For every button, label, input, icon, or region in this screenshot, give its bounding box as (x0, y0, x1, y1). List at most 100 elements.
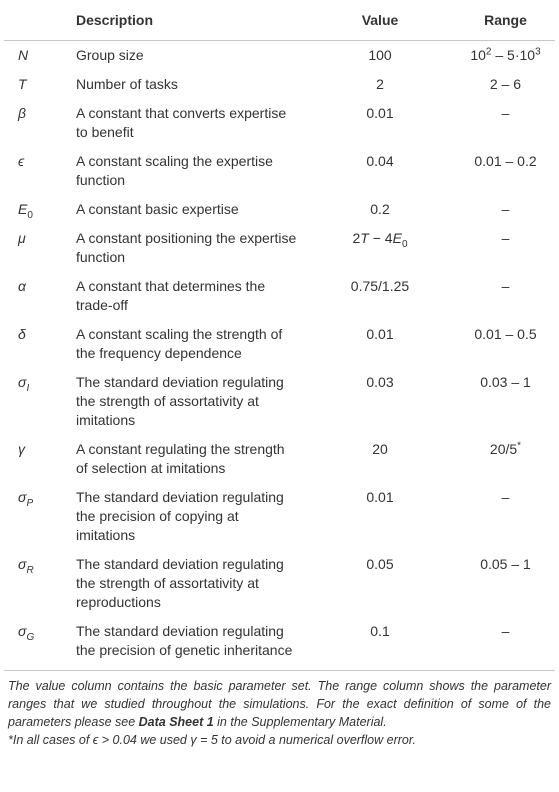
symbol: α (18, 278, 26, 294)
description-cell: A constant regulating the strength of se… (76, 441, 285, 476)
text-run: T (360, 230, 369, 246)
value-cell: 0.75/1.25 (350, 278, 410, 294)
note-paragraph: *In all cases of ϵ > 0.04 we used γ = 5 … (8, 731, 551, 749)
range-cell: 2 – 6 (489, 76, 522, 92)
description-cell: A constant that converts expertise to be… (76, 105, 287, 140)
symbol-cell: δ (4, 320, 70, 368)
symbol: μ (18, 230, 26, 246)
table-body: N Group size 100 102 – 5·103 T Number of task… (4, 41, 555, 671)
value-cell: 0.01 (366, 489, 394, 505)
symbol: β (18, 105, 26, 121)
description-cell: A constant scaling the expertise functio… (76, 153, 273, 188)
header-cell (4, 0, 70, 41)
text-run: The value column contains the basic para… (8, 679, 551, 729)
text-run: 0 (401, 238, 408, 250)
description-cell: The standard deviation regulating the pr… (70, 617, 304, 671)
table-row: σG The standard deviation regulating the … (4, 617, 555, 671)
symbol: N (18, 47, 29, 63)
value-cell: 2T − 4E0 (304, 224, 456, 272)
description-cell: Number of tasks (76, 76, 178, 92)
symbol-cell: N (4, 41, 70, 71)
table-row: δ A constant scaling the strength of the … (4, 320, 555, 368)
value-cell: 0.2 (370, 201, 390, 217)
symbol: T (18, 76, 27, 92)
text-run: 2 (485, 46, 492, 58)
symbol-cell: α (4, 272, 70, 320)
symbol-subscript: 0 (27, 209, 33, 221)
value-cell: 0.03 (366, 374, 394, 390)
symbol: δ (18, 326, 26, 342)
symbol-cell: σG (4, 617, 70, 671)
range-cell: 0.01 – 0.5 (474, 326, 537, 342)
symbol-cell: β (4, 99, 70, 147)
range-cell: – (456, 617, 555, 671)
text-run: 2 (352, 230, 361, 246)
symbol-cell: γ (4, 435, 70, 483)
value-cell: 100 (368, 47, 392, 63)
note-paragraph: The value column contains the basic para… (8, 677, 551, 731)
symbol: σ (18, 489, 27, 505)
value-cell: 0.01 (366, 105, 394, 121)
description-cell: A constant basic expertise (76, 201, 239, 217)
symbol-cell: μ (4, 224, 70, 272)
table-row: σR The standard deviation regulating the … (4, 550, 555, 617)
text-run: *In all cases of ϵ > 0.04 we used γ = 5 … (8, 733, 417, 747)
value-cell: 0.01 (366, 326, 394, 342)
range-cell: – (501, 201, 510, 217)
text-run: Data Sheet 1 (138, 715, 214, 729)
symbol-subscript: I (26, 382, 30, 394)
description-cell: The standard deviation regulating the st… (76, 556, 284, 610)
table-row: γ A constant regulating the strength of s… (4, 435, 555, 483)
symbol: ϵ (18, 153, 25, 169)
range-cell: – (501, 489, 510, 505)
symbol: σ (18, 623, 27, 639)
text-run: − 4 (368, 230, 393, 246)
symbol-subscript: G (26, 631, 35, 643)
text-run: E (392, 230, 402, 246)
header-cell: Range (456, 0, 555, 41)
description-cell: The standard deviation regulating the st… (76, 374, 284, 428)
text-run: 3 (535, 46, 541, 58)
symbol: E (18, 201, 28, 217)
symbol-cell: ϵ (4, 147, 70, 195)
header-cell: Value (304, 0, 456, 41)
table-row: β A constant that converts expertise to b… (4, 99, 555, 147)
table-row: σI The standard deviation regulating the … (4, 368, 555, 435)
value-cell: 0.04 (366, 153, 394, 169)
symbol: σ (18, 374, 27, 390)
symbol-subscript: P (26, 497, 34, 509)
description-cell: A constant positioning the expertise fun… (76, 230, 297, 265)
text-run: 20/5 (489, 441, 518, 457)
value-cell: 0.1 (304, 617, 456, 671)
range-cell: 0.03 – 1 (480, 374, 531, 390)
symbol: σ (18, 556, 27, 572)
symbol: γ (18, 441, 25, 457)
range-cell: 0.01 – 0.2 (474, 153, 537, 169)
header-cell: Description (70, 0, 304, 41)
table-row: μ A constant positioning the expertise fu… (4, 224, 555, 272)
range-cell: – (501, 230, 510, 246)
value-cell: 20 (372, 441, 388, 457)
text-run: – 5·10 (491, 47, 536, 63)
text-run: * (517, 440, 522, 452)
range-cell: 102 – 5·103 (456, 41, 555, 71)
table-row: N Group size 100 102 – 5·103 (4, 41, 555, 71)
description-cell: The standard deviation regulating the pr… (76, 489, 284, 543)
symbol-cell: σI (4, 368, 70, 435)
table-row: E0 A constant basic expertise 0.2 – (4, 195, 555, 224)
symbol-cell: σR (4, 550, 70, 617)
value-cell: 2 (376, 76, 384, 92)
range-cell: – (501, 105, 510, 121)
table-row: σP The standard deviation regulating the … (4, 483, 555, 550)
symbol-cell: σP (4, 483, 70, 550)
description-cell: Group size (76, 47, 144, 63)
symbol-cell: E0 (4, 195, 70, 224)
table-row: α A constant that determines the trade-of… (4, 272, 555, 320)
description-cell: A constant scaling the strength of the f… (76, 326, 283, 361)
range-cell: 0.05 – 1 (480, 556, 531, 572)
header-row: Description Value Range (4, 0, 555, 41)
document: Description Value Range N Group size 100 10… (4, 0, 555, 749)
table-row: T Number of tasks 2 2 – 6 (4, 70, 555, 99)
text-run: 10 (470, 47, 486, 63)
